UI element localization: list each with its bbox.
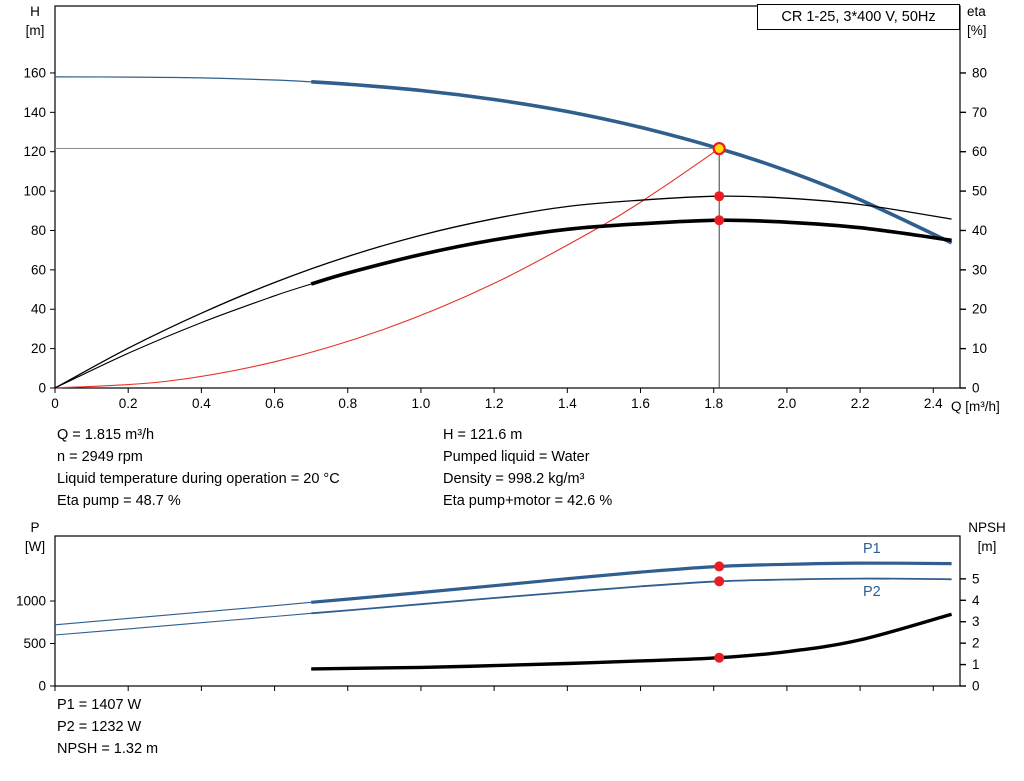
curve-p2-seg1 — [311, 577, 952, 615]
curve-p2-seg0 — [54, 612, 312, 636]
curve-p1-seg1 — [311, 561, 952, 604]
hq-eta-chart: 0 0.2 0.4 0.6 0.8 1.0 1.2 1.4 1.6 1.8 2.0 2.2 2.4 0 20… — [23, 5, 987, 411]
info-flow: Q = 1.815 m³/h — [57, 427, 155, 443]
svg-text:60: 60 — [31, 262, 46, 277]
p2-point — [714, 576, 725, 587]
svg-text:40: 40 — [31, 302, 46, 317]
info-speed: n = 2949 rpm — [57, 449, 143, 465]
right-axis-ticks: 0 1 2 3 4 5 — [960, 571, 980, 694]
pump-model-title: CR 1-25, 3*400 V, 50Hz — [757, 4, 960, 30]
p-axis-unit: [W] — [24, 539, 46, 554]
left-axis-ticks: 0 20 40 60 80 100 120 140 160 — [23, 65, 55, 396]
svg-text:1.4: 1.4 — [558, 396, 577, 411]
right-axis-ticks: 0 10 20 30 40 50 60 70 80 — [960, 65, 987, 396]
h-axis-symbol: H — [30, 4, 40, 19]
duty-point[interactable] — [712, 141, 726, 156]
svg-text:0: 0 — [972, 381, 980, 396]
info-pumped-liquid: Pumped liquid = Water — [443, 449, 590, 465]
svg-text:2: 2 — [972, 636, 980, 651]
svg-text:0: 0 — [38, 679, 46, 694]
x-axis-ticks: 0 0.2 0.4 0.6 0.8 1.0 1.2 1.4 1.6 1.8 2.0 2.2 2.4 — [51, 388, 943, 411]
svg-text:500: 500 — [23, 636, 46, 651]
npsh-axis-label: NPSH [m] — [961, 518, 1013, 556]
svg-text:0: 0 — [972, 679, 980, 694]
svg-text:1.2: 1.2 — [485, 396, 504, 411]
curve-system-curve — [54, 148, 720, 389]
svg-text:1.0: 1.0 — [412, 396, 431, 411]
eta-pump-point — [714, 191, 725, 202]
p2-curve-label: P2 — [863, 584, 881, 600]
info-eta-pump-motor: Eta pump+motor = 42.6 % — [443, 493, 613, 509]
svg-text:70: 70 — [972, 105, 987, 120]
duty-info-left-column: Q = 1.815 m³/h n = 2949 rpm Liquid tempe… — [57, 424, 340, 512]
svg-text:3: 3 — [972, 614, 980, 629]
svg-text:60: 60 — [972, 144, 987, 159]
npsh-point — [714, 652, 725, 663]
npsh-axis-unit: [m] — [977, 539, 997, 554]
h-axis-unit: [m] — [25, 23, 45, 38]
svg-text:4: 4 — [972, 593, 980, 608]
svg-text:80: 80 — [31, 223, 46, 238]
h-axis-label: H [m] — [16, 2, 54, 40]
svg-text:0.4: 0.4 — [192, 396, 211, 411]
plot-border — [54, 5, 961, 389]
svg-text:2.0: 2.0 — [778, 396, 797, 411]
svg-text:0: 0 — [51, 396, 59, 411]
power-npsh-chart: 0 500 1000 0 1 2 3 4 5 — [16, 535, 980, 694]
q-axis-label: Q [m³/h] — [951, 399, 1000, 414]
curve-eta-pump-motor-seg1 — [310, 218, 952, 286]
info-head: H = 121.6 m — [443, 427, 523, 443]
eta-axis-unit: [%] — [967, 23, 987, 38]
svg-text:5: 5 — [972, 571, 980, 586]
svg-text:160: 160 — [23, 65, 46, 80]
npsh-axis-symbol: NPSH — [968, 520, 1006, 535]
svg-text:2.2: 2.2 — [851, 396, 870, 411]
svg-text:1: 1 — [972, 657, 980, 672]
left-axis-ticks: 0 500 1000 — [16, 594, 55, 694]
info-density: Density = 998.2 kg/m³ — [443, 471, 585, 487]
p1-curve-label: P1 — [863, 541, 881, 557]
curve-eta-pump-motor-seg0 — [54, 283, 312, 389]
p-axis-symbol: P — [30, 520, 40, 535]
curve-eta-pump — [54, 195, 952, 389]
svg-text:20: 20 — [972, 302, 987, 317]
info-eta-pump: Eta pump = 48.7 % — [57, 493, 181, 509]
svg-text:0.2: 0.2 — [119, 396, 138, 411]
svg-text:2.4: 2.4 — [924, 396, 943, 411]
svg-text:10: 10 — [972, 341, 987, 356]
svg-text:140: 140 — [23, 105, 46, 120]
svg-text:40: 40 — [972, 223, 987, 238]
svg-text:80: 80 — [972, 65, 987, 80]
svg-text:20: 20 — [31, 341, 46, 356]
curve-head-seg1 — [311, 80, 953, 245]
curve-head-seg0 — [54, 76, 312, 83]
duty-info-right-column: H = 121.6 m Pumped liquid = Water Densit… — [443, 424, 612, 512]
p-axis-label: P [W] — [16, 518, 54, 556]
curve-p1-seg0 — [54, 601, 312, 626]
info-p2: P2 = 1232 W — [57, 719, 142, 735]
power-info-column: P1 = 1407 W P2 = 1232 W NPSH = 1.32 m — [57, 694, 158, 760]
svg-text:30: 30 — [972, 262, 987, 277]
info-npsh: NPSH = 1.32 m — [57, 741, 159, 757]
svg-text:100: 100 — [23, 184, 46, 199]
eta-axis-label: eta [%] — [967, 2, 1011, 40]
svg-text:1.8: 1.8 — [704, 396, 723, 411]
svg-text:50: 50 — [972, 184, 987, 199]
svg-text:1000: 1000 — [16, 594, 46, 609]
svg-text:120: 120 — [23, 144, 46, 159]
eta-axis-symbol: eta — [967, 4, 986, 19]
info-p1: P1 = 1407 W — [57, 697, 142, 713]
curve-npsh — [311, 612, 953, 671]
svg-text:1.6: 1.6 — [631, 396, 650, 411]
info-liquid-temperature: Liquid temperature during operation = 20… — [57, 471, 340, 487]
plot-border — [54, 535, 961, 687]
svg-text:0.6: 0.6 — [265, 396, 284, 411]
x-axis-ticks — [54, 686, 934, 691]
p1-point — [714, 561, 725, 572]
svg-text:0.8: 0.8 — [338, 396, 357, 411]
eta-pump-motor-point — [714, 215, 725, 226]
svg-text:0: 0 — [38, 381, 46, 396]
